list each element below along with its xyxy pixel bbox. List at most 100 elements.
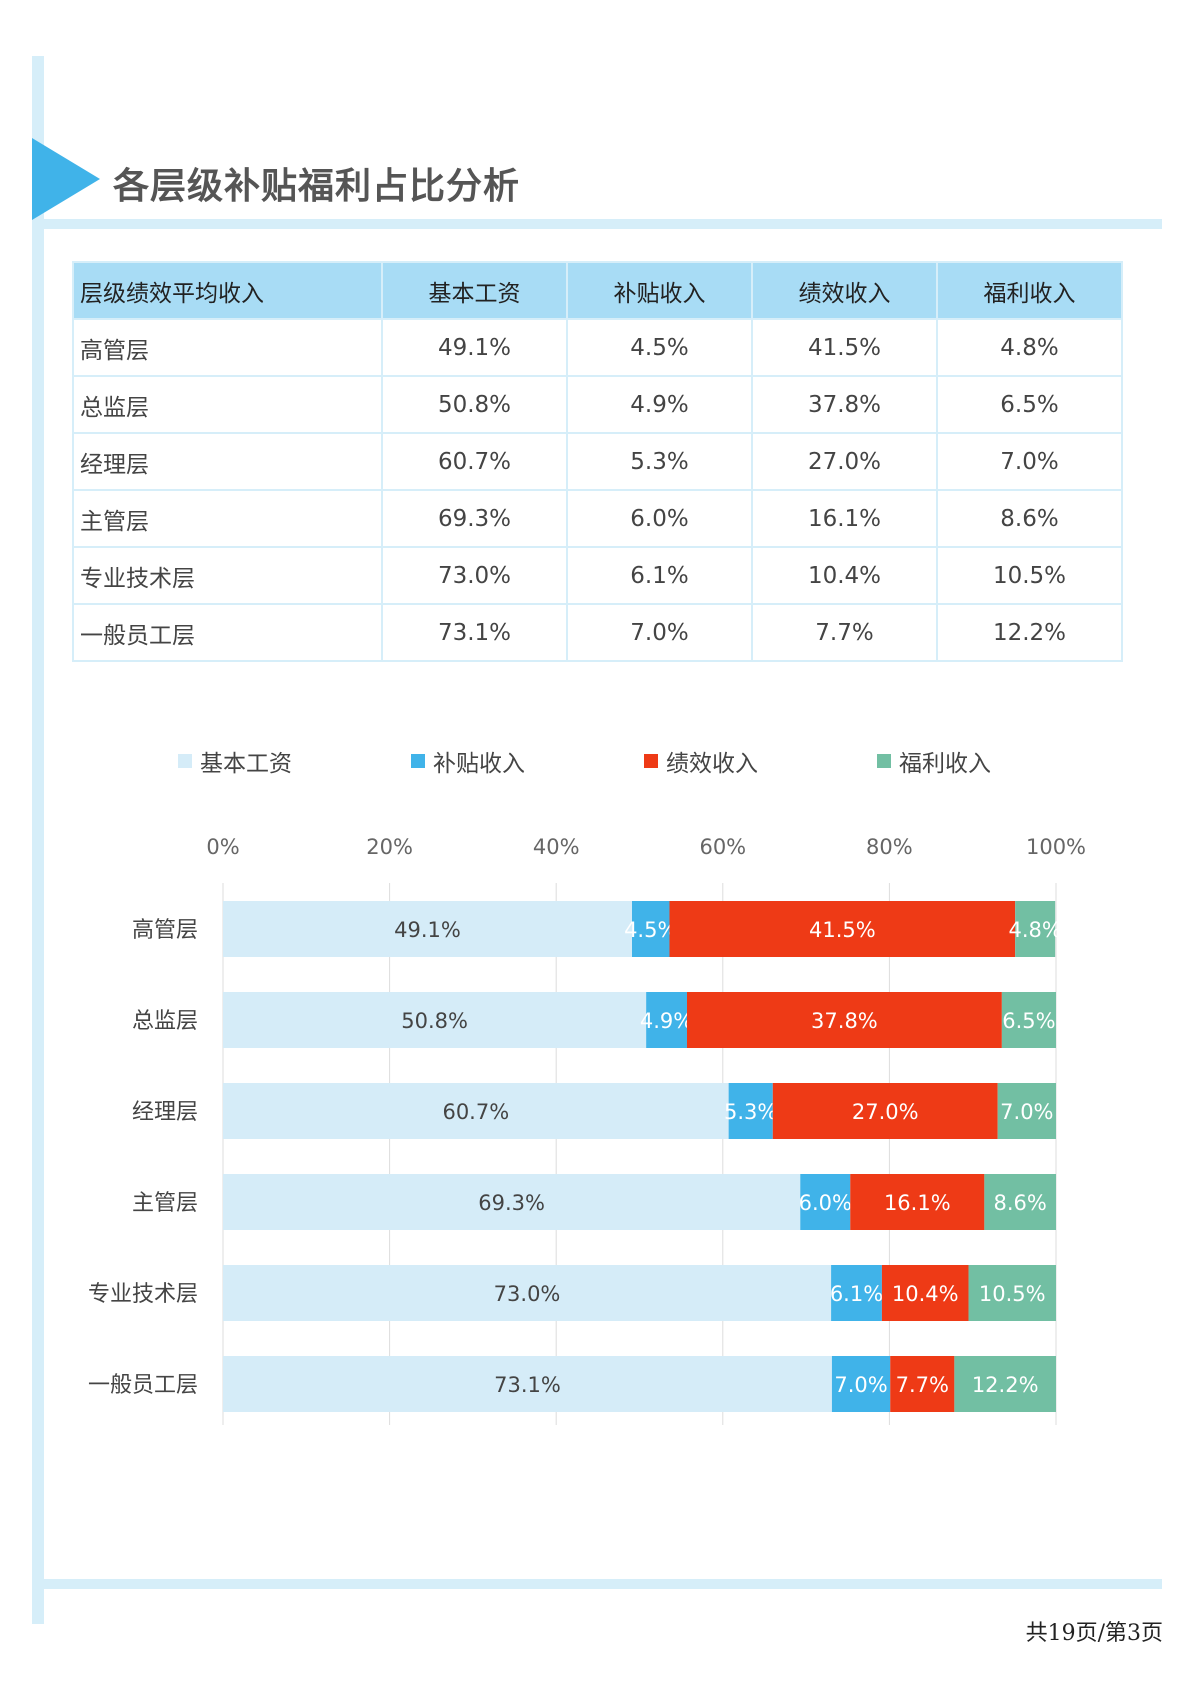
legend-item-base: 基本工资 (178, 744, 292, 778)
data-label: 60.7% (442, 1100, 509, 1124)
data-label: 7.0% (834, 1373, 887, 1397)
category-label: 高管层 (132, 918, 198, 943)
title-triangle-icon (32, 138, 100, 220)
legend-item-subsidy: 补贴收入 (411, 744, 525, 778)
bar-segment (800, 1174, 851, 1230)
data-label: 73.0% (494, 1282, 561, 1306)
bar-segment (632, 901, 670, 957)
legend-item-performance: 绩效收入 (644, 744, 758, 778)
data-label: 27.0% (852, 1100, 919, 1124)
table-header-cell: 福利收入 (936, 261, 1123, 320)
bar-segment (881, 1265, 969, 1321)
x-tick-label: 20% (366, 835, 413, 859)
table-header-cell: 补贴收入 (566, 261, 753, 320)
data-label: 73.1% (494, 1373, 561, 1397)
data-label: 6.0% (799, 1191, 852, 1215)
legend-label: 绩效收入 (666, 751, 758, 777)
table-header-row: 层级绩效平均收入 基本工资 补贴收入 绩效收入 福利收入 (72, 261, 1123, 320)
table-cell-level: 专业技术层 (72, 546, 383, 605)
data-label: 12.2% (972, 1373, 1039, 1397)
data-label: 4.5% (624, 918, 677, 942)
bar-segment (850, 1174, 985, 1230)
x-tick-label: 40% (533, 835, 580, 859)
table-cell: 4.5% (566, 318, 753, 377)
table-cell: 41.5% (751, 318, 938, 377)
x-tick-label: 0% (206, 835, 239, 859)
income-share-table: 层级绩效平均收入 基本工资 补贴收入 绩效收入 福利收入 高管层 49.1% 4… (72, 261, 1123, 662)
data-label: 37.8% (811, 1009, 878, 1033)
data-label: 69.3% (478, 1191, 545, 1215)
category-label: 一般员工层 (88, 1373, 198, 1398)
category-label: 总监层 (132, 1009, 198, 1034)
table-cell: 6.5% (936, 375, 1123, 434)
table-cell-level: 总监层 (72, 375, 383, 434)
data-label: 7.0% (1000, 1100, 1053, 1124)
legend-swatch (178, 754, 192, 768)
data-label: 5.3% (724, 1100, 777, 1124)
bar-segment (223, 1356, 832, 1412)
table-cell: 5.3% (566, 432, 753, 491)
data-label: 10.5% (979, 1282, 1046, 1306)
table-cell: 50.8% (381, 375, 568, 434)
bar-segment (772, 1083, 998, 1139)
data-label: 41.5% (809, 918, 876, 942)
table-cell: 7.0% (936, 432, 1123, 491)
bar-segment (669, 901, 1016, 957)
bar-segment (1001, 992, 1056, 1048)
table-cell: 73.1% (381, 603, 568, 662)
table-cell: 16.1% (751, 489, 938, 548)
bar-segment (954, 1356, 1056, 1412)
data-label: 6.1% (830, 1282, 883, 1306)
table-header-cell: 绩效收入 (751, 261, 938, 320)
x-tick-label: 80% (866, 835, 913, 859)
table-cell-level: 主管层 (72, 489, 383, 548)
legend-label: 基本工资 (200, 751, 292, 777)
table-cell: 4.9% (566, 375, 753, 434)
table-cell: 10.4% (751, 546, 938, 605)
legend-swatch (411, 754, 425, 768)
data-label: 50.8% (401, 1009, 468, 1033)
data-label: 4.8% (1008, 918, 1061, 942)
legend-label: 补贴收入 (433, 751, 525, 777)
table-header-cell: 层级绩效平均收入 (72, 261, 383, 320)
legend-item-welfare: 福利收入 (877, 744, 991, 778)
bar-segment (984, 1174, 1056, 1230)
data-label: 8.6% (994, 1191, 1047, 1215)
table-cell: 4.8% (936, 318, 1123, 377)
table-cell-level: 高管层 (72, 318, 383, 377)
legend-swatch (877, 754, 891, 768)
data-label: 16.1% (884, 1191, 951, 1215)
category-label: 专业技术层 (88, 1282, 198, 1307)
category-label: 经理层 (132, 1100, 198, 1125)
bar-segment (223, 992, 647, 1048)
table-row: 一般员工层 73.1% 7.0% 7.7% 12.2% (72, 603, 1123, 662)
bar-segment (223, 1174, 801, 1230)
category-label: 主管层 (132, 1191, 198, 1216)
data-label: 6.5% (1002, 1009, 1055, 1033)
bar-segment (831, 1356, 891, 1412)
left-decor-bar (32, 56, 44, 1624)
table-row: 主管层 69.3% 6.0% 16.1% 8.6% (72, 489, 1123, 548)
bottom-decor-bar (32, 1579, 1162, 1589)
table-cell: 60.7% (381, 432, 568, 491)
title-underline-bar (32, 219, 1162, 229)
table-cell: 37.8% (751, 375, 938, 434)
table-cell: 7.7% (751, 603, 938, 662)
bar-segment (223, 1265, 832, 1321)
table-header-cell: 基本工资 (381, 261, 568, 320)
bar-segment (686, 992, 1002, 1048)
table-cell: 6.1% (566, 546, 753, 605)
table-cell: 69.3% (381, 489, 568, 548)
table-row: 专业技术层 73.0% 6.1% 10.4% 10.5% (72, 546, 1123, 605)
data-label: 49.1% (394, 918, 461, 942)
bar-segment (1015, 901, 1056, 957)
table-cell: 8.6% (936, 489, 1123, 548)
data-label: 4.9% (640, 1009, 693, 1033)
x-tick-label: 60% (699, 835, 746, 859)
x-tick-label: 100% (1026, 835, 1086, 859)
legend-label: 福利收入 (899, 751, 991, 777)
bar-segment (968, 1265, 1056, 1321)
legend-swatch (644, 754, 658, 768)
table-cell: 10.5% (936, 546, 1123, 605)
